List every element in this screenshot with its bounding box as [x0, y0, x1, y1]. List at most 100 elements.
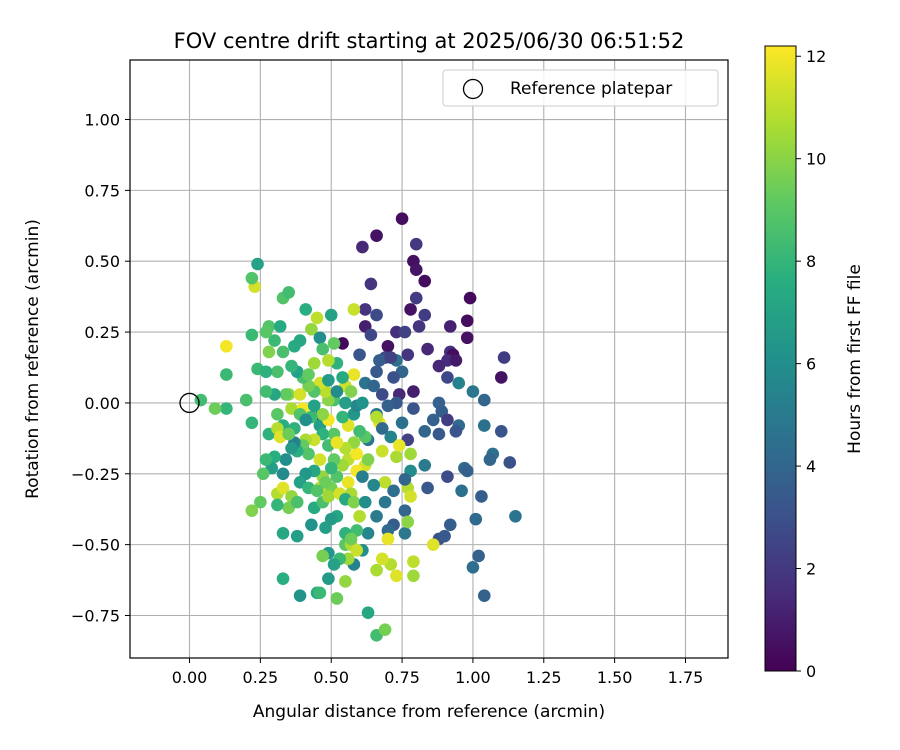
- data-point: [503, 456, 517, 469]
- data-point: [305, 322, 318, 336]
- data-point: [441, 470, 454, 483]
- data-point: [409, 291, 423, 305]
- data-point: [395, 416, 409, 430]
- data-point: [259, 385, 273, 398]
- data-point: [322, 373, 335, 387]
- data-point: [443, 518, 457, 532]
- data-point: [378, 623, 392, 636]
- legend-box: [442, 69, 719, 107]
- data-point: [387, 484, 400, 498]
- data-point: [438, 529, 451, 543]
- data-point: [367, 478, 381, 492]
- data-point: [367, 379, 381, 393]
- colorbar-tick-label: 4: [806, 457, 816, 476]
- grid-lines: [130, 60, 728, 658]
- data-point: [381, 532, 395, 546]
- data-point: [483, 453, 497, 466]
- data-point: [245, 328, 259, 342]
- data-point: [279, 453, 293, 466]
- colorbar: 0 2 4 6 8 10 12 Hours from first FF file: [764, 45, 865, 681]
- data-point: [245, 271, 259, 285]
- data-point: [276, 572, 290, 585]
- legend: Reference platepar: [442, 69, 719, 107]
- y-tick-label: 0.25: [84, 323, 120, 342]
- data-point: [398, 504, 412, 517]
- data-point: [356, 396, 369, 410]
- data-point: [387, 371, 400, 384]
- data-point: [432, 359, 446, 373]
- data-point: [327, 337, 341, 350]
- data-point: [381, 339, 395, 353]
- data-point: [426, 413, 440, 427]
- x-tick-label: 0.50: [313, 668, 349, 687]
- data-point: [336, 371, 349, 384]
- data-point: [358, 303, 372, 316]
- data-point: [449, 354, 463, 367]
- data-point: [392, 439, 406, 452]
- data-point: [390, 569, 403, 583]
- data-point: [279, 388, 293, 401]
- colorbar-gradient: [764, 45, 797, 672]
- data-point: [460, 464, 474, 478]
- data-point: [463, 291, 477, 305]
- data-point: [313, 586, 327, 600]
- data-point: [339, 396, 352, 410]
- data-point: [407, 385, 420, 398]
- data-point: [307, 399, 321, 413]
- data-point: [398, 526, 412, 540]
- data-point: [404, 303, 417, 316]
- data-point: [271, 365, 284, 379]
- data-point: [293, 388, 307, 401]
- data-point: [390, 450, 403, 464]
- data-point: [370, 365, 383, 379]
- data-point: [339, 575, 352, 588]
- data-point: [384, 351, 398, 364]
- legend-marker-icon: [462, 78, 484, 100]
- data-point: [497, 351, 511, 364]
- y-tick-label: −0.50: [71, 536, 120, 555]
- reference-marker-layer: [179, 392, 200, 414]
- data-point: [256, 467, 270, 481]
- x-tick-label: 1.50: [597, 668, 633, 687]
- data-point: [494, 371, 508, 384]
- data-point: [262, 345, 276, 359]
- data-point: [412, 320, 426, 333]
- y-axis-ticks: −0.75 −0.50 −0.25 0.00 0.25 0.50 0.75 1.00: [71, 111, 130, 625]
- x-tick-label: 0.75: [384, 668, 420, 687]
- data-point: [322, 572, 335, 585]
- data-point: [350, 447, 364, 461]
- data-point: [373, 354, 386, 367]
- y-tick-label: 0.50: [84, 252, 120, 271]
- data-point: [282, 427, 296, 441]
- data-point: [432, 427, 446, 441]
- data-point: [302, 447, 315, 461]
- data-point: [307, 356, 321, 370]
- data-point: [336, 410, 349, 424]
- data-point: [327, 558, 341, 571]
- data-point: [251, 257, 264, 271]
- data-point: [370, 308, 383, 322]
- y-tick-label: 0.75: [84, 181, 120, 200]
- data-point: [398, 325, 412, 339]
- data-point: [409, 263, 423, 277]
- data-point: [313, 331, 327, 345]
- data-point: [421, 342, 434, 356]
- reference-platepar-marker: [179, 392, 200, 414]
- data-point: [356, 470, 369, 483]
- data-point: [466, 385, 480, 398]
- data-point: [356, 240, 369, 254]
- colorbar-tick-label: 2: [806, 560, 816, 579]
- data-point: [324, 308, 338, 322]
- data-point: [401, 348, 415, 362]
- data-point: [449, 424, 463, 438]
- data-point: [259, 325, 273, 339]
- data-point: [401, 515, 415, 529]
- data-point: [273, 320, 287, 333]
- data-point: [353, 509, 366, 523]
- colorbar-tick-label: 6: [806, 355, 816, 374]
- data-point: [384, 430, 398, 444]
- data-point: [305, 518, 318, 532]
- data-point: [245, 416, 259, 430]
- x-axis-label: Angular distance from reference (arcmin): [253, 702, 605, 722]
- data-point: [381, 399, 395, 413]
